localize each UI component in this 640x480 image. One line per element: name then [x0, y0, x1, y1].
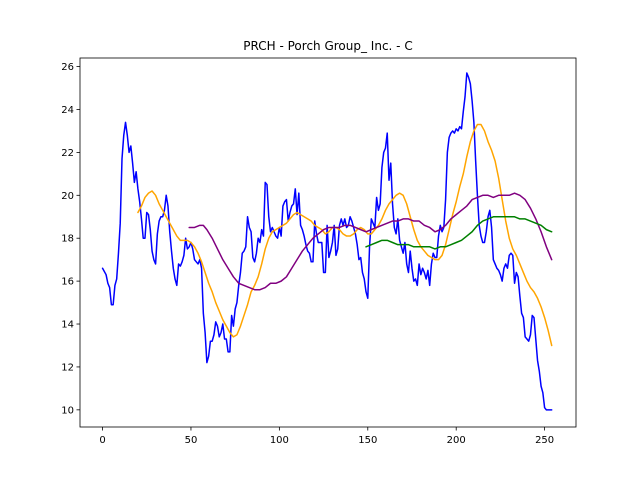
- y-tick-label: 24: [61, 105, 74, 116]
- y-tick-label: 22: [61, 148, 74, 159]
- x-tick-label: 250: [535, 435, 554, 446]
- plot-frame: [79, 57, 577, 428]
- x-tick-label: 200: [447, 435, 466, 446]
- y-tick-label: 16: [61, 277, 74, 288]
- axes-layer: 0 50 100 150 200 250 10 12 14 16 18 20 22 24 26: [61, 57, 577, 446]
- x-tick-label: 100: [270, 435, 289, 446]
- x-tick-label: 150: [358, 435, 377, 446]
- series-line-4: [365, 216, 553, 250]
- series-line-1: [101, 72, 553, 411]
- x-tick-label: 50: [185, 435, 198, 446]
- chart-title: PRCH - Porch Group_ Inc. - C: [243, 39, 412, 53]
- series-line-2: [137, 123, 553, 347]
- series-layer: [101, 72, 553, 411]
- y-tick-label: 18: [61, 234, 74, 245]
- series-line-3: [188, 192, 553, 291]
- x-tick-label: 0: [99, 435, 105, 446]
- y-tick-label: 26: [61, 62, 74, 73]
- y-tick-label: 10: [61, 405, 74, 416]
- y-tick-label: 14: [61, 320, 74, 331]
- y-tick-label: 12: [61, 362, 74, 373]
- y-tick-label: 20: [61, 191, 74, 202]
